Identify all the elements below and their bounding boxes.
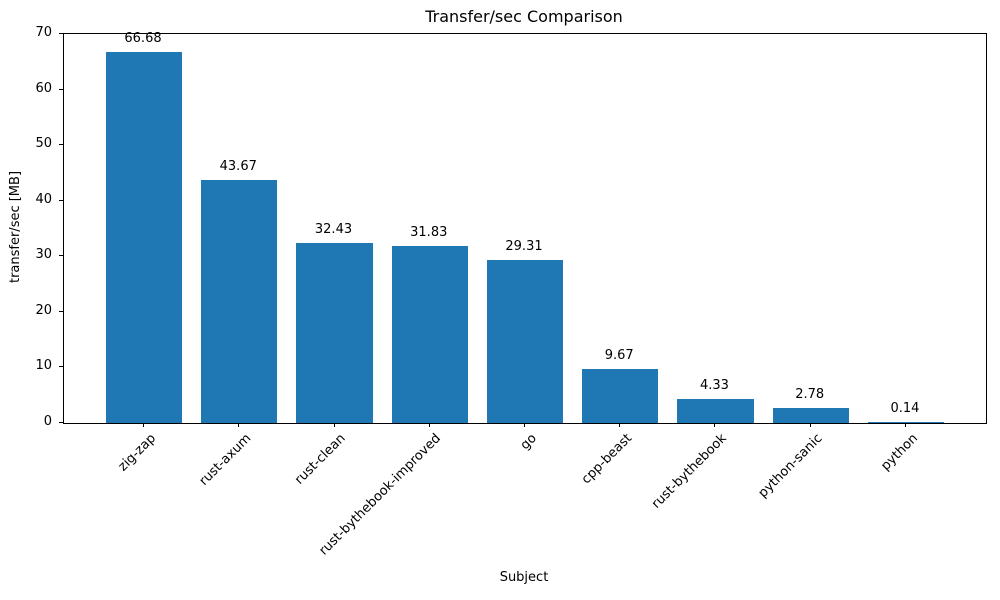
x-tick-label: python-sanic	[755, 431, 826, 501]
y-tick-label: 40	[35, 191, 52, 207]
x-axis-label: Subject	[499, 570, 549, 585]
x-tick	[143, 423, 144, 427]
y-tick-label: 20	[35, 302, 52, 318]
bar-value-label: 31.83	[410, 225, 448, 240]
x-tick-label: rust-axum	[196, 431, 254, 489]
bar-value-label: 9.67	[604, 348, 634, 363]
bar-value-label: 29.31	[505, 239, 543, 254]
y-tick-label: 50	[35, 136, 52, 152]
bar	[201, 180, 278, 423]
x-tick-label: go	[517, 431, 540, 454]
chart-title: Transfer/sec Comparison	[425, 7, 623, 26]
y-tick	[59, 310, 63, 312]
y-tick	[59, 366, 63, 368]
y-tick-label: 30	[35, 247, 52, 263]
plot-area	[63, 33, 987, 424]
x-tick-label: cpp-beast	[578, 431, 635, 488]
y-tick	[59, 199, 63, 201]
y-tick-label: 10	[35, 358, 52, 374]
x-tick	[238, 423, 240, 427]
x-tick	[904, 423, 906, 427]
y-tick	[59, 33, 63, 34]
y-tick-label: 0	[43, 414, 52, 429]
y-tick	[59, 144, 63, 146]
y-tick-label: 70	[35, 25, 52, 40]
bar-value-label: 32.43	[314, 222, 353, 237]
bar	[582, 369, 659, 423]
bar	[391, 246, 468, 423]
bar	[105, 52, 183, 423]
bar-value-label: 0.14	[890, 401, 920, 416]
x-tick-label: zig-zap	[115, 431, 159, 475]
x-tick-label: python	[877, 431, 921, 474]
bar	[677, 399, 754, 423]
x-tick	[714, 423, 716, 427]
x-tick-label: rust-bythebook	[649, 431, 731, 512]
bar	[486, 260, 564, 423]
bar-value-label: 4.33	[700, 378, 729, 393]
y-tick	[59, 88, 63, 90]
bar-value-label: 43.67	[219, 159, 257, 174]
y-tick	[59, 255, 63, 257]
x-tick	[524, 423, 525, 427]
bar	[772, 408, 849, 423]
x-tick	[428, 423, 430, 427]
bar-value-label: 66.68	[124, 31, 162, 46]
x-tick	[619, 423, 621, 427]
bar	[296, 243, 373, 423]
y-tick	[59, 422, 63, 423]
bar	[867, 422, 945, 423]
x-tick-label: rust-clean	[292, 431, 350, 488]
bar-value-label: 2.78	[795, 387, 825, 402]
y-axis-label: transfer/sec [MB]	[8, 170, 23, 284]
x-tick	[809, 423, 811, 427]
x-tick	[333, 423, 335, 427]
y-tick-label: 60	[35, 80, 52, 96]
